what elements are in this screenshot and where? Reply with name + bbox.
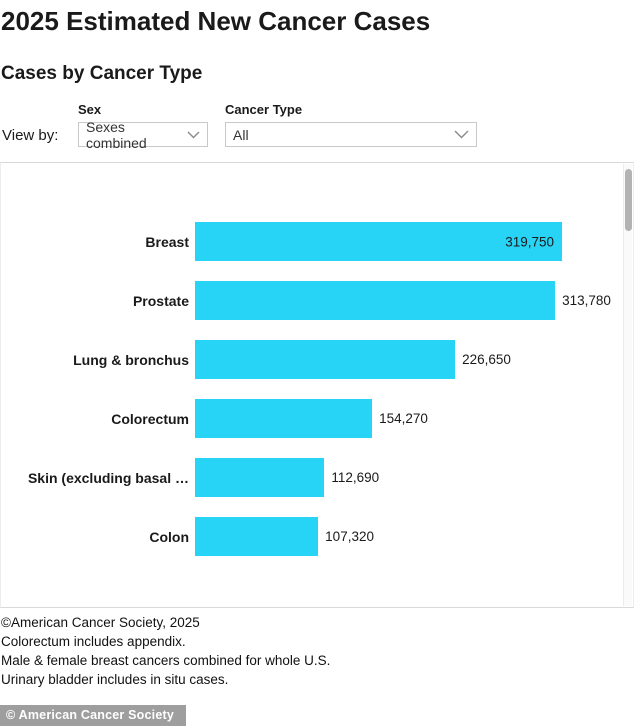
- chevron-down-icon: [454, 130, 469, 139]
- bar-track: 319,750: [195, 222, 633, 261]
- value-label: 154,270: [379, 411, 428, 426]
- category-label: Colon: [149, 528, 189, 545]
- category-label: Skin (excluding basal …: [27, 469, 189, 486]
- bar-track: 313,780: [195, 281, 633, 320]
- footnotes: ©American Cancer Society, 2025 Colorectum…: [1, 613, 634, 689]
- category-label: Lung & bronchus: [73, 351, 189, 368]
- cancer-type-filter-group: Cancer Type All: [225, 102, 477, 147]
- cancer-type-filter-label: Cancer Type: [225, 102, 303, 117]
- bar-chart: Breast 319,750 Prostate 313,780 Lung & bronc…: [0, 162, 634, 608]
- bar[interactable]: [195, 340, 456, 379]
- page-title: 2025 Estimated New Cancer Cases: [1, 6, 431, 36]
- footnote-line: ©American Cancer Society, 2025: [1, 615, 200, 630]
- category-label: Prostate: [132, 292, 189, 309]
- bar-track: 107,320: [195, 517, 633, 556]
- sex-filter-label: Sex: [78, 102, 102, 117]
- bar-row: Skin (excluding basal … 112,690: [1, 448, 633, 507]
- cancer-type-select[interactable]: All: [225, 122, 477, 147]
- value-label: 226,650: [462, 352, 511, 367]
- value-label: 319,750: [505, 234, 554, 249]
- footnote-line: Urinary bladder includes in situ cases.: [1, 672, 229, 687]
- bar-track: 226,650: [195, 340, 633, 379]
- watermark-badge: © American Cancer Society: [0, 705, 186, 726]
- scrollbar-thumb[interactable]: [625, 169, 632, 231]
- bar[interactable]: [195, 458, 325, 497]
- sex-select-value: Sexes combined: [86, 118, 147, 151]
- vertical-scrollbar[interactable]: [623, 164, 632, 606]
- bar-track: 112,690: [195, 458, 633, 497]
- bar-row: Lung & bronchus 226,650: [1, 330, 633, 389]
- value-label: 112,690: [331, 470, 380, 485]
- bar-row: Colorectum 154,270: [1, 389, 633, 448]
- watermark-text: © American Cancer Society: [6, 708, 174, 722]
- chart-subtitle: Cases by Cancer Type: [1, 63, 203, 84]
- bar[interactable]: [195, 399, 373, 438]
- bar[interactable]: [195, 517, 319, 556]
- footnote-line: Colorectum includes appendix.: [1, 634, 186, 649]
- bar[interactable]: [195, 281, 556, 320]
- bar-row: Breast 319,750: [1, 212, 633, 271]
- category-label: Colorectum: [111, 410, 189, 427]
- sex-select[interactable]: Sexes combined: [78, 119, 208, 151]
- bar-chart-rows: Breast 319,750 Prostate 313,780 Lung & bronc…: [1, 163, 633, 566]
- bar[interactable]: 319,750: [195, 222, 562, 261]
- chevron-down-icon: [187, 131, 200, 138]
- bar-row: Colon 107,320: [1, 507, 633, 566]
- bar-row: Prostate 313,780: [1, 271, 633, 330]
- cancer-type-select-value: All: [233, 126, 249, 143]
- value-label: 313,780: [562, 293, 611, 308]
- value-label: 107,320: [325, 529, 374, 544]
- sex-filter-group: Sex Sexes combined: [78, 102, 208, 151]
- footnote-line: Male & female breast cancers combined fo…: [1, 653, 331, 668]
- view-controls: View by: Sex Sexes combined Cancer Type …: [0, 102, 634, 154]
- view-by-label: View by:: [2, 127, 59, 144]
- category-label: Breast: [145, 233, 189, 250]
- bar-track: 154,270: [195, 399, 633, 438]
